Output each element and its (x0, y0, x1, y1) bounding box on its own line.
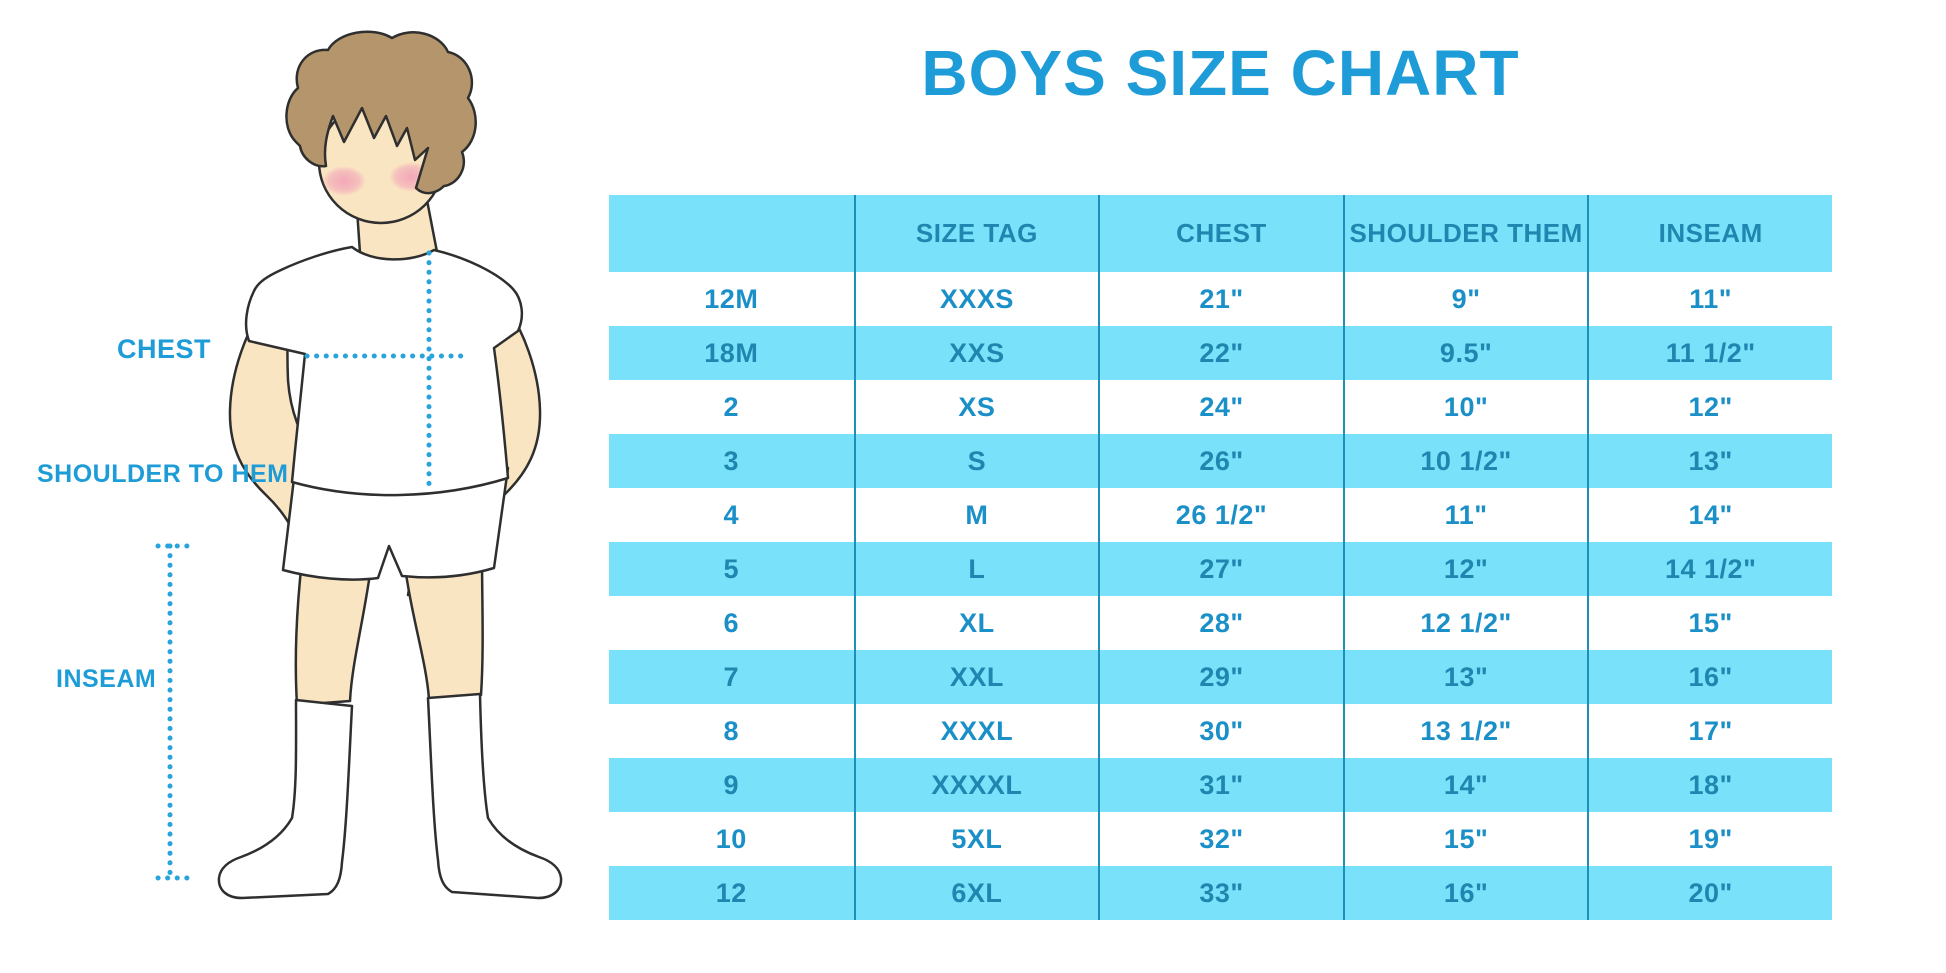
table-cell: 4 (723, 499, 740, 530)
table-cell: 26 1/2" (1098, 488, 1343, 542)
table-cell: XXXXL (853, 758, 1099, 812)
boy-shirt (244, 245, 524, 497)
boy-left-sock (217, 698, 354, 900)
table-row: 8 XXXL 30" 13 1/2" 17" (609, 704, 1832, 758)
table-cell: 30" (1098, 704, 1343, 758)
table-cell: 10 1/2" (1342, 434, 1588, 488)
table-cell: 11" (1342, 488, 1588, 542)
table-cell: 13" (1342, 650, 1588, 704)
table-header-cell-size-tag: SIZE TAG (853, 195, 1099, 272)
table-cell: 24" (1098, 380, 1343, 434)
table-cell: 19" (1587, 812, 1832, 866)
boy-hair (285, 30, 477, 195)
table-cell: 33" (1098, 866, 1343, 920)
table-cell: 11 1/2" (1587, 326, 1832, 380)
table-cell: 13 1/2" (1342, 704, 1588, 758)
table-cell: 22" (1098, 326, 1343, 380)
table-cell: 7 (723, 661, 740, 692)
table-cell: 6 (723, 607, 740, 638)
inseam-label: INSEAM (56, 665, 157, 693)
table-cell: 3 (723, 445, 740, 476)
table-row: 18M XXS 22" 9.5" 11 1/2" (609, 326, 1832, 380)
table-cell: L (853, 542, 1099, 596)
table-cell: XXS (853, 326, 1099, 380)
table-cell: 28" (1098, 596, 1343, 650)
table-cell: 14" (1587, 488, 1832, 542)
table-row: 12 6XL 33" 16" 20" (609, 866, 1832, 920)
table-cell: S (853, 434, 1099, 488)
table-cell: 5 (723, 553, 740, 584)
table-row: 3 S 26" 10 1/2" 13" (609, 434, 1832, 488)
table-cell: XXL (853, 650, 1099, 704)
table-cell: XXXL (853, 704, 1099, 758)
table-header-cell-inseam: INSEAM (1587, 195, 1832, 272)
table-cell: 12 1/2" (1342, 596, 1588, 650)
table-cell: 10" (1342, 380, 1588, 434)
table-cell: 20" (1587, 866, 1832, 920)
table-cell: 12M (704, 283, 759, 314)
table-cell: 5XL (853, 812, 1099, 866)
table-cell: 18M (704, 337, 759, 368)
table-cell: 14" (1342, 758, 1588, 812)
table-row: 4 M 26 1/2" 11" 14" (609, 488, 1832, 542)
table-cell: 16" (1342, 866, 1588, 920)
table-cell: 16" (1587, 650, 1832, 704)
table-cell: 15" (1342, 812, 1588, 866)
table-cell: XXXS (853, 272, 1099, 326)
table-row: 12M XXXS 21" 9" 11" (609, 272, 1832, 326)
table-cell: XS (853, 380, 1099, 434)
table-cell: 21" (1098, 272, 1343, 326)
boy-shorts (281, 466, 510, 581)
table-cell: 14 1/2" (1587, 542, 1832, 596)
table-cell: 32" (1098, 812, 1343, 866)
table-row: 10 5XL 32" 15" 19" (609, 812, 1832, 866)
boy-right-sock (426, 692, 563, 900)
table-header-row: SIZE TAG CHEST SHOULDER THEM INSEAM (609, 195, 1832, 272)
boy-illustration (155, 30, 563, 900)
table-cell: 8 (723, 715, 740, 746)
table-cell: 15" (1587, 596, 1832, 650)
chest-label: CHEST (117, 334, 212, 364)
table-cell: 17" (1587, 704, 1832, 758)
table-cell: 9 (723, 769, 740, 800)
shoulder-to-hem-label: SHOULDER TO HEM (37, 460, 289, 488)
table-cell: M (853, 488, 1099, 542)
table-cell: 13" (1587, 434, 1832, 488)
table-header-cell-shoulder: SHOULDER THEM (1342, 195, 1588, 272)
table-row: 2 XS 24" 10" 12" (609, 380, 1832, 434)
boy-left-leg (294, 558, 374, 707)
table-row: 5 L 27" 12" 14 1/2" (609, 542, 1832, 596)
table-cell: XL (853, 596, 1099, 650)
table-cell: 18" (1587, 758, 1832, 812)
table-cell: 12" (1587, 380, 1832, 434)
table-cell: 9.5" (1342, 326, 1588, 380)
table-row: 6 XL 28" 12 1/2" 15" (609, 596, 1832, 650)
page-title: BOYS SIZE CHART (921, 37, 1520, 109)
size-table: SIZE TAG CHEST SHOULDER THEM INSEAM 12M … (609, 195, 1832, 920)
table-cell: 9" (1342, 272, 1588, 326)
table-cell: 12 (715, 877, 747, 908)
table-row: 7 XXL 29" 13" 16" (609, 650, 1832, 704)
table-cell: 11" (1587, 272, 1832, 326)
table-cell: 10 (715, 823, 747, 854)
boy-blush-left (322, 166, 366, 196)
table-cell: 12" (1342, 542, 1588, 596)
table-cell: 31" (1098, 758, 1343, 812)
table-header-cell-size (609, 195, 854, 272)
table-cell: 6XL (853, 866, 1099, 920)
table-cell: 27" (1098, 542, 1343, 596)
table-row: 9 XXXXL 31" 14" 18" (609, 758, 1832, 812)
table-header-cell-chest: CHEST (1098, 195, 1343, 272)
table-cell: 2 (723, 391, 740, 422)
table-cell: 29" (1098, 650, 1343, 704)
table-cell: 26" (1098, 434, 1343, 488)
